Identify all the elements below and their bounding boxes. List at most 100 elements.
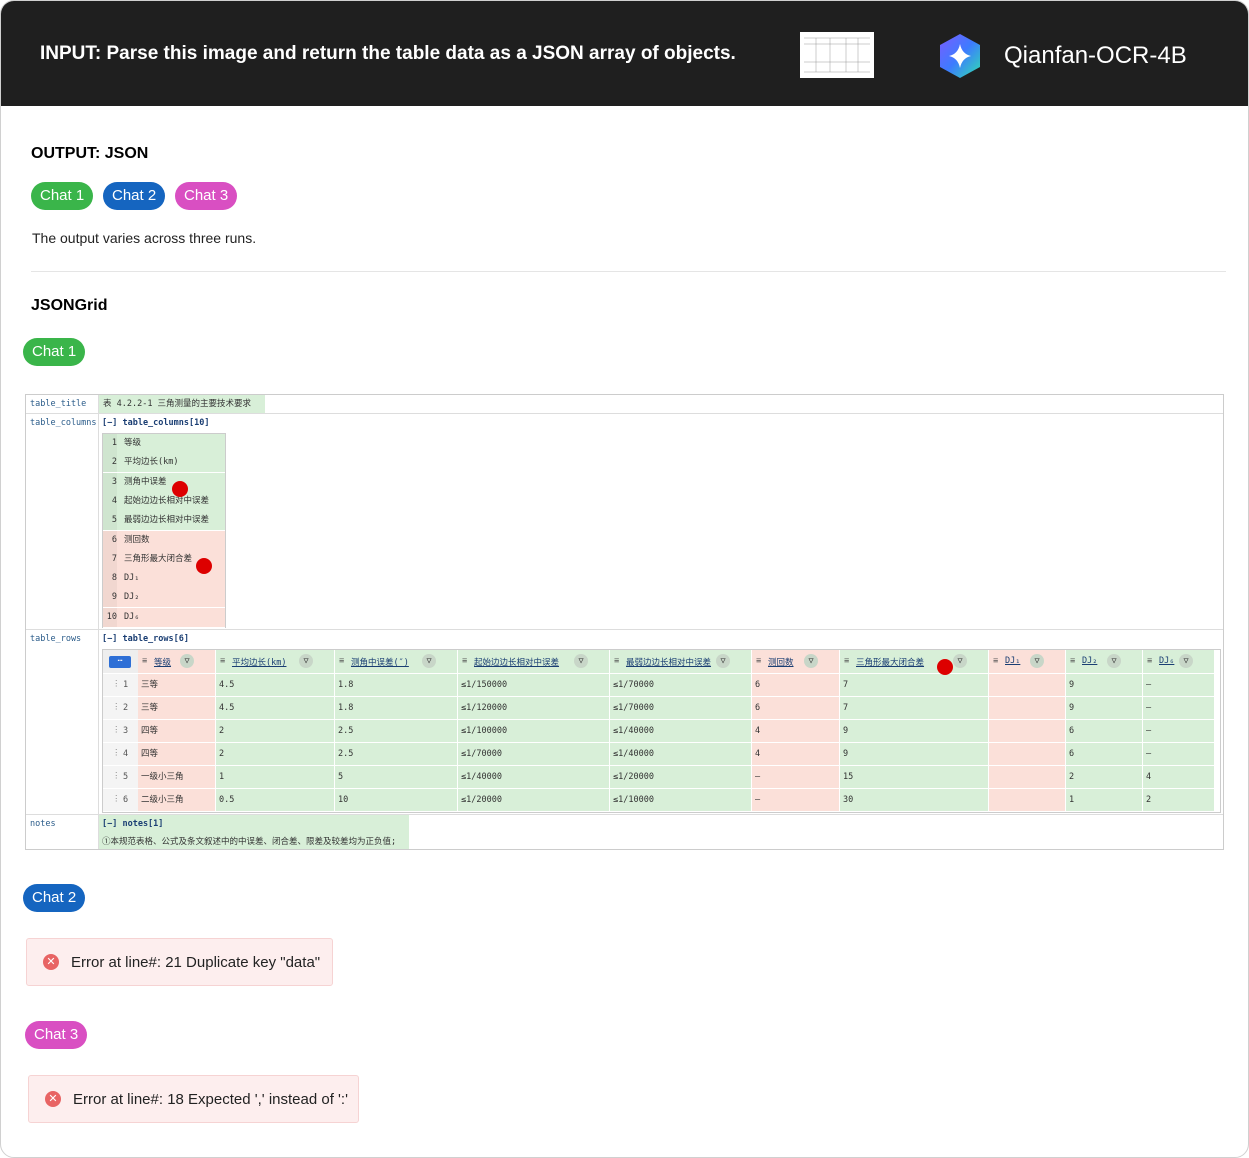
chat2-label: Chat 2	[23, 884, 86, 912]
column-header[interactable]: ≡ 起始边边长相对中误差 ▽	[458, 650, 609, 673]
drag-handle: ⋮	[112, 725, 121, 735]
notes-value: [−] notes[1] ①本规范表格、公式及条文叙述中的中误差、闭合差、限差及较…	[99, 815, 409, 849]
chat1-label: Chat 1	[23, 338, 86, 366]
item-label: DJ₁	[124, 573, 140, 584]
header-label: DJ₁	[1005, 656, 1021, 666]
column-header[interactable]: ≡ DJ₂ ▽	[1066, 650, 1142, 673]
cell: 9	[840, 743, 988, 765]
header-label: 起始边边长相对中误差	[474, 658, 560, 668]
row-index-cell	[103, 674, 138, 696]
row-index-cell	[103, 720, 138, 742]
sort-icon: ≡	[462, 656, 468, 666]
drag-handle: ⋮	[112, 702, 121, 712]
filter-icon[interactable]: ▽	[574, 654, 588, 668]
notes-toggle: [−] notes[1]	[102, 819, 164, 829]
cell: –	[752, 789, 839, 811]
cell: 6	[752, 674, 839, 696]
item-label: 最弱边边长相对中误差	[124, 515, 210, 526]
model-name: Qianfan-OCR-4B	[1004, 42, 1187, 69]
chat-tab[interactable]: Chat 2	[103, 182, 166, 210]
cell: 三等	[138, 697, 215, 719]
thumbnail-lines	[804, 37, 870, 73]
filter-icon[interactable]: ▽	[422, 654, 436, 668]
item-index: 6	[103, 530, 117, 550]
cell: 1.8	[335, 697, 457, 719]
note-text: ①本规范表格、公式及条文叙述中的中误差、闭合差、限差及较差均为正负值;	[102, 837, 397, 847]
grid-key: table_rows	[30, 634, 82, 644]
filter-icon[interactable]: ▽	[1179, 654, 1193, 668]
cell: ≤1/70000	[610, 697, 751, 719]
drag-handle: ⋮	[112, 679, 121, 689]
column-item: 3 测角中误差	[103, 472, 225, 493]
drag-handle: ⋮	[112, 748, 121, 758]
cell: ≤1/20000	[610, 766, 751, 788]
cell: 四等	[138, 743, 215, 765]
cell: 4	[752, 720, 839, 742]
cell	[989, 789, 1065, 811]
error-text: Error at line#: 21 Duplicate key "data"	[71, 954, 321, 971]
sort-icon: ≡	[220, 656, 226, 666]
column-header[interactable]: ≡ DJ₁ ▽	[989, 650, 1065, 673]
filter-icon[interactable]: ▽	[1107, 654, 1121, 668]
cell	[989, 697, 1065, 719]
row-border	[26, 413, 1223, 414]
filter-icon[interactable]: ▽	[180, 654, 194, 668]
output-note: The output varies across three runs.	[32, 230, 257, 246]
drag-handle: ⋮	[112, 771, 121, 781]
row-index: 2	[123, 703, 129, 713]
grid-key: table_columns	[30, 418, 97, 428]
cell	[989, 743, 1065, 765]
item-index: 3	[103, 472, 117, 492]
header-label: 平均边长(km)	[232, 658, 287, 668]
column-item: 6 测回数	[103, 530, 225, 551]
column-header[interactable]: ≡ DJ₆ ▽	[1143, 650, 1214, 673]
column-header[interactable]: ≡ 等级 ▽	[138, 650, 215, 673]
sort-icon: ≡	[1147, 656, 1153, 666]
cell: ≤1/40000	[458, 766, 609, 788]
columns-list: 1 等级 2 平均边长(km) 3 测角中误差 4 起始边边长相对中误差 5 最弱边边长相对中误差…	[102, 433, 226, 628]
filter-icon[interactable]: ▽	[716, 654, 730, 668]
cell: 9	[1066, 674, 1142, 696]
model-logo	[940, 34, 980, 78]
cell: 2	[1066, 766, 1142, 788]
chat2-error: ✕ Error at line#: 21 Duplicate key "data"	[26, 938, 333, 986]
cell: 三等	[138, 674, 215, 696]
rows-table: ⋯ ≡ 等级 ▽ ≡ 平均边长(km) ▽ ≡ 测角中误差(″) ▽ ≡ 起始边边长相对中误差 ▽ ≡ 最弱…	[102, 649, 1221, 813]
column-header[interactable]: ≡ 三角形最大闭合差 ▽	[840, 650, 988, 673]
chat-tab[interactable]: Chat 1	[31, 182, 94, 210]
column-header[interactable]: ≡ 测角中误差(″) ▽	[335, 650, 457, 673]
column-header[interactable]: ≡ 平均边长(km) ▽	[216, 650, 334, 673]
cell: 一级小三角	[138, 766, 215, 788]
item-index: 5	[103, 511, 117, 531]
marker-dot	[196, 558, 212, 574]
item-label: 测回数	[124, 534, 150, 545]
column-header[interactable]: ≡ 测回数 ▽	[752, 650, 839, 673]
grid-key: table_title	[30, 399, 87, 409]
item-label: 三角形最大闭合差	[124, 553, 193, 564]
error-text: Error at line#: 18 Expected ',' instead …	[73, 1091, 348, 1108]
row-index: 5	[123, 772, 129, 782]
cell: 4	[1143, 766, 1214, 788]
error-icon: ✕	[45, 1091, 61, 1107]
item-label: 平均边长(km)	[124, 457, 179, 468]
filter-icon[interactable]: ▽	[953, 654, 967, 668]
row-index-cell	[103, 789, 138, 811]
column-item: 10 DJ₆	[103, 607, 225, 628]
key-divider	[98, 395, 99, 849]
cell: –	[1143, 720, 1214, 742]
header-label: 三角形最大闭合差	[856, 658, 925, 668]
cell: 4	[752, 743, 839, 765]
column-item: 1 等级	[103, 434, 225, 454]
cell: ≤1/20000	[458, 789, 609, 811]
chat-tab[interactable]: Chat 3	[175, 182, 238, 210]
menu-button[interactable]: ⋯	[109, 656, 131, 668]
column-header[interactable]: ≡ 最弱边边长相对中误差 ▽	[610, 650, 751, 673]
filter-icon[interactable]: ▽	[1030, 654, 1044, 668]
filter-icon[interactable]: ▽	[804, 654, 818, 668]
column-item: 5 最弱边边长相对中误差	[103, 511, 225, 532]
cell: 2.5	[335, 720, 457, 742]
cell: 4.5	[216, 674, 334, 696]
filter-icon[interactable]: ▽	[299, 654, 313, 668]
cell: 2	[216, 743, 334, 765]
